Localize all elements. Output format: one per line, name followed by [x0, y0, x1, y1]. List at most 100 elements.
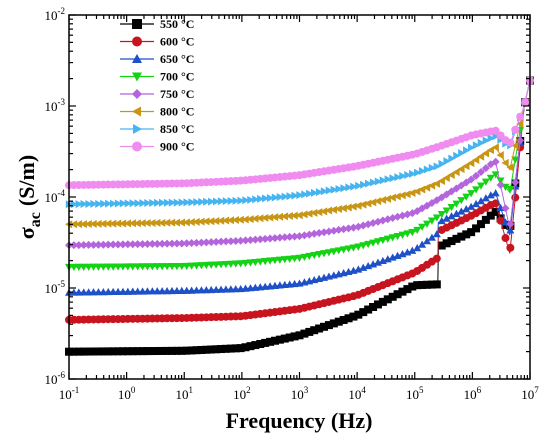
- data-point: [295, 211, 303, 220]
- data-point: [79, 240, 88, 249]
- data-point: [252, 195, 260, 204]
- data-point: [329, 319, 338, 328]
- data-point: [306, 189, 314, 198]
- data-point: [310, 229, 319, 238]
- data-point: [315, 229, 324, 238]
- legend-marker: [132, 36, 142, 47]
- data-point: [324, 249, 333, 257]
- data-point: [511, 125, 520, 134]
- data-point: [149, 198, 157, 207]
- data-point: [447, 237, 456, 246]
- data-point: [153, 218, 161, 227]
- data-point: [296, 191, 304, 200]
- data-point: [467, 190, 476, 198]
- data-point: [408, 189, 416, 198]
- data-point: [476, 197, 485, 205]
- data-point: [167, 346, 176, 355]
- data-point: [208, 197, 216, 206]
- data-point: [462, 205, 471, 213]
- data-point: [305, 252, 314, 261]
- data-point: [231, 260, 240, 268]
- data-point: [457, 207, 466, 215]
- data-point: [84, 240, 93, 249]
- data-point: [128, 219, 136, 228]
- data-point: [182, 239, 191, 248]
- data-point: [163, 198, 172, 207]
- data-point: [158, 239, 167, 248]
- data-point: [221, 216, 230, 225]
- data-point: [481, 194, 490, 202]
- data-point: [182, 262, 191, 271]
- data-point: [486, 211, 495, 220]
- data-point: [452, 209, 461, 217]
- data-point: [437, 211, 446, 219]
- data-point: [109, 347, 118, 356]
- data-point: [232, 196, 240, 205]
- data-point: [320, 250, 329, 258]
- data-point: [476, 182, 485, 190]
- data-point: [506, 226, 515, 234]
- data-point: [320, 187, 329, 196]
- data-point: [123, 240, 132, 249]
- data-point: [285, 333, 294, 342]
- data-point: [256, 214, 264, 223]
- data-point: [275, 256, 284, 264]
- data-point: [300, 210, 308, 219]
- legend: 550 °C 600 °C 650 °C 700 °C 750 °C 800 °C 850 …: [120, 17, 194, 154]
- data-point: [144, 199, 152, 208]
- data-point: [408, 246, 417, 254]
- data-point: [295, 232, 304, 241]
- data-point: [246, 215, 254, 224]
- data-point: [134, 199, 142, 208]
- data-point: [257, 194, 265, 203]
- data-point: [188, 198, 196, 207]
- data-point: [256, 339, 265, 348]
- data-point: [467, 175, 476, 184]
- data-point: [129, 199, 137, 208]
- data-point: [118, 240, 127, 249]
- series-5: [65, 76, 534, 250]
- data-point: [193, 198, 201, 207]
- data-point: [203, 197, 211, 206]
- data-point: [182, 218, 190, 227]
- data-point: [442, 207, 451, 215]
- data-point: [246, 236, 255, 245]
- y-axis-unit: (S/m): [14, 155, 39, 206]
- x-tick-label: 102: [233, 385, 251, 402]
- legend-label: 900 °C: [160, 140, 194, 154]
- data-point: [280, 334, 289, 343]
- data-point: [383, 194, 391, 203]
- data-point: [418, 167, 427, 176]
- data-point: [443, 157, 451, 166]
- data-point: [491, 189, 500, 197]
- data-point: [280, 233, 289, 242]
- series-8: [65, 76, 534, 190]
- data-point: [501, 204, 510, 213]
- data-point: [222, 197, 230, 206]
- data-point: [202, 261, 211, 270]
- data-point: [100, 199, 108, 208]
- data-point: [69, 347, 78, 356]
- data-point: [74, 347, 83, 356]
- data-point: [427, 280, 436, 289]
- data-point: [496, 151, 504, 160]
- y-tick-label: 10-5: [45, 279, 66, 296]
- data-point: [173, 198, 181, 207]
- data-point: [477, 138, 485, 147]
- data-point: [192, 217, 200, 226]
- data-point: [369, 302, 378, 311]
- data-point: [109, 199, 118, 208]
- data-point: [432, 280, 441, 289]
- legend-item: 700 °C: [120, 70, 194, 84]
- data-point: [487, 134, 495, 143]
- data-point: [432, 179, 441, 188]
- data-point: [172, 239, 181, 248]
- data-point: [472, 199, 481, 208]
- data-point: [202, 238, 211, 247]
- data-point: [177, 239, 186, 248]
- data-point: [344, 224, 353, 233]
- data-point: [148, 239, 157, 248]
- data-point: [364, 305, 373, 314]
- data-point: [114, 240, 123, 249]
- data-point: [344, 314, 353, 323]
